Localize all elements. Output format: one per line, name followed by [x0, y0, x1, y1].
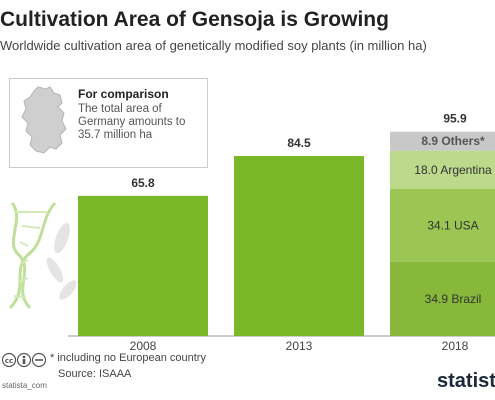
- value-label-2018: 95.9: [443, 112, 467, 126]
- bar-2008: [78, 195, 208, 336]
- segment-label-1: 34.1 USA: [427, 218, 478, 232]
- stack-segment-1: [390, 189, 495, 262]
- stack-segment-0: [390, 261, 495, 336]
- cc-icons: cc: [2, 352, 46, 368]
- category-label-2008: 2008: [130, 339, 157, 353]
- comparison-text: The total area of Germany amounts to 35.…: [78, 103, 186, 141]
- bar-2013: [234, 156, 364, 336]
- footnote: * including no European country: [50, 352, 206, 364]
- chart-title: Cultivation Area of Gensoja is Growing: [0, 8, 389, 31]
- chart-subtitle: Worldwide cultivation area of geneticall…: [0, 38, 427, 53]
- germany-map-icon: [21, 86, 67, 154]
- stack-segment-2: [390, 150, 495, 190]
- value-label-2008: 65.8: [131, 176, 155, 190]
- segment-label-3: 8.9 Others*: [421, 134, 485, 148]
- segment-label-0: 34.9 Brazil: [425, 292, 482, 306]
- comparison-title: For comparison: [78, 87, 169, 101]
- category-label-2013: 2013: [286, 339, 313, 353]
- comparison-box: For comparison The total area of Germany…: [9, 78, 208, 168]
- stack-segment-3: [390, 131, 495, 151]
- category-label-2018: 2018: [442, 339, 469, 353]
- source-text: Source: ISAAA: [58, 368, 132, 380]
- brand-logo: statista: [437, 370, 495, 392]
- dna-icon: [8, 202, 77, 310]
- segment-label-2: 18.0 Argentina: [414, 163, 492, 177]
- value-label-2013: 84.5: [287, 136, 311, 150]
- license-text: statista_com: [2, 381, 47, 390]
- svg-text:cc: cc: [5, 357, 13, 365]
